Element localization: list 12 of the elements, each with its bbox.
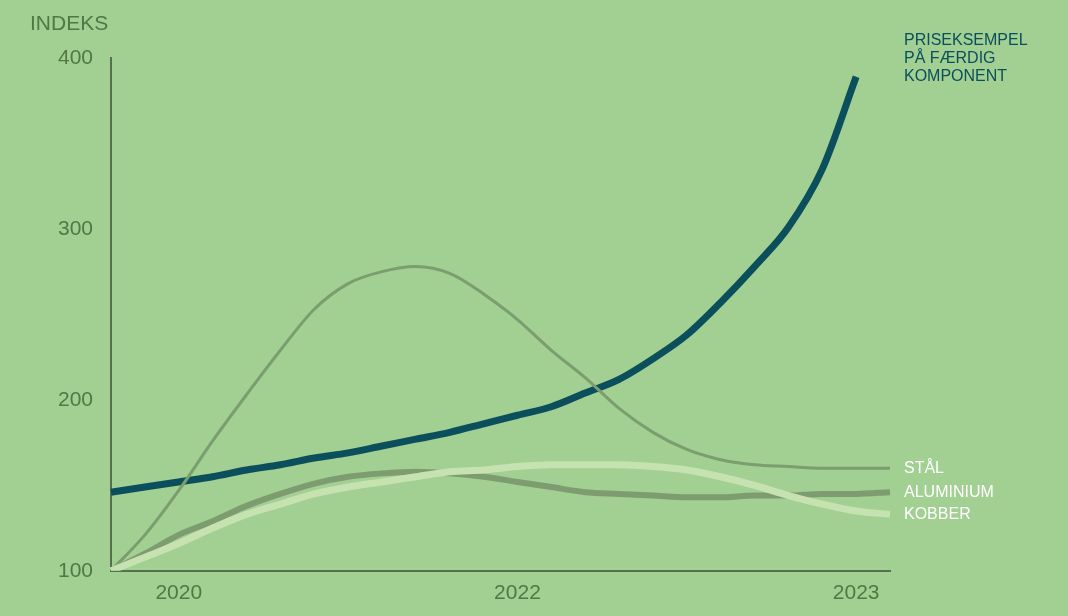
- series-label: STÅL: [904, 457, 945, 476]
- y-tick-label: 300: [57, 215, 94, 239]
- x-tick-label: 2022: [494, 580, 541, 604]
- x-tick-label: 2023: [832, 580, 880, 604]
- y-axis-title: INDEKS: [30, 11, 109, 35]
- series-label: KOBBER: [904, 504, 971, 522]
- x-tick-label: 2020: [155, 580, 203, 604]
- series-label: ALUMINIUM: [904, 482, 994, 500]
- y-tick-label: 100: [57, 557, 94, 581]
- y-tick-label: 200: [57, 386, 94, 410]
- text: PRISEKSEMPEL PÅ FÆRDIG KOMPONENT: [904, 31, 1028, 85]
- y-tick-label: 400: [57, 44, 94, 68]
